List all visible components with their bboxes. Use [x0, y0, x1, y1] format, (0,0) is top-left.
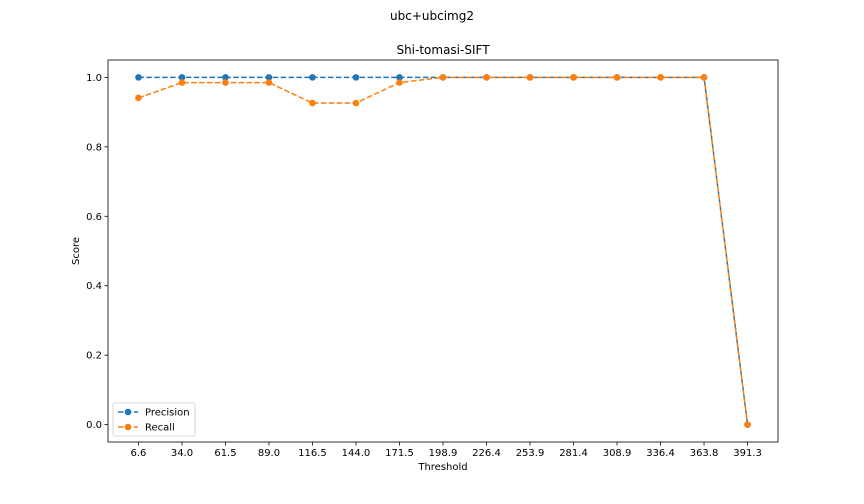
x-tick-label: 34.0: [171, 448, 193, 459]
x-tick-label: 363.8: [690, 448, 719, 459]
x-tick-label: 171.5: [385, 448, 414, 459]
data-point: [222, 79, 229, 86]
legend-item-recall: Recall: [118, 423, 175, 434]
series-recall: [135, 74, 751, 428]
data-point: [135, 94, 142, 102]
data-point: [222, 74, 229, 81]
data-point: [613, 74, 621, 81]
data-point: [526, 74, 534, 81]
series-layer: [135, 74, 751, 428]
data-point: [265, 74, 273, 81]
figure-suptitle: ubc+ubcimg2: [390, 9, 474, 23]
data-point: [483, 74, 490, 81]
y-tick-label: 1.0: [86, 73, 102, 84]
y-tick-label: 0.2: [86, 351, 102, 362]
x-tick-label: 281.4: [559, 448, 588, 459]
legend: Precision Recall: [112, 402, 196, 437]
y-tick-label: 0.0: [86, 420, 102, 431]
data-point: [352, 99, 360, 107]
plot-frame: [107, 59, 779, 443]
y-tick-label: 0.4: [86, 281, 102, 292]
x-tick-label: 61.5: [214, 448, 236, 459]
x-tick-label: 144.0: [342, 448, 371, 459]
data-point: [700, 74, 708, 81]
x-tick-label: 308.9: [603, 448, 632, 459]
x-axis: 6.6 34.0 61.5 89.0 116.5 144.0 171.5 198.9 226.4…: [131, 442, 762, 459]
data-point: [439, 74, 447, 81]
plot-area: [107, 59, 779, 443]
data-point: [396, 74, 403, 81]
chart-title: Shi-tomasi-SIFT: [396, 43, 490, 57]
data-point: [178, 79, 186, 86]
data-point: [309, 74, 316, 81]
legend-marker: [124, 423, 132, 431]
data-point: [657, 74, 664, 81]
data-point: [744, 421, 751, 428]
y-tick-label: 0.8: [86, 142, 102, 153]
data-point: [135, 74, 142, 81]
data-point: [352, 74, 360, 81]
data-point: [396, 79, 403, 86]
data-point: [570, 74, 577, 81]
legend-box: [112, 402, 196, 437]
y-axis-label: Score: [71, 237, 82, 265]
legend-label: Precision: [145, 408, 190, 419]
x-tick-label: 116.5: [298, 448, 327, 459]
x-tick-label: 391.3: [733, 448, 762, 459]
legend-label: Recall: [145, 423, 175, 434]
data-point: [309, 99, 316, 107]
x-tick-label: 226.4: [472, 448, 501, 459]
x-tick-label: 253.9: [516, 448, 545, 459]
x-tick-label: 198.9: [429, 448, 458, 459]
x-tick-label: 89.0: [258, 448, 280, 459]
data-point: [265, 79, 273, 86]
legend-item-precision: Precision: [118, 408, 190, 419]
y-tick-label: 0.6: [86, 212, 102, 223]
data-point: [178, 74, 186, 81]
x-axis-label: Threshold: [417, 462, 467, 473]
x-tick-label: 6.6: [131, 448, 147, 459]
x-tick-label: 336.4: [646, 448, 675, 459]
y-axis: 0.0 0.2 0.4 0.6 0.8 1.0: [86, 73, 108, 431]
legend-marker: [124, 408, 132, 416]
